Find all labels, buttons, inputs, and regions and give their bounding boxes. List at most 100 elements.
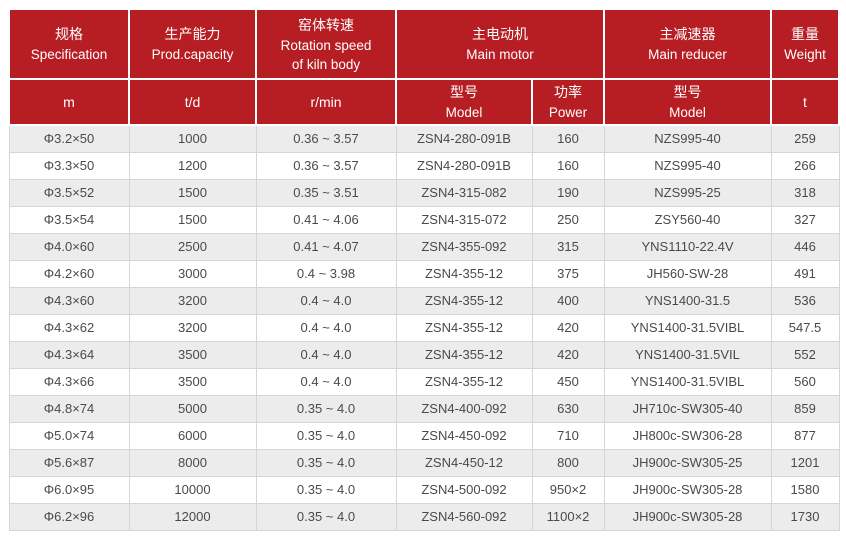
header-specification-zh: 规格 [55,26,83,42]
unit-rotation-speed-label: r/min [310,93,342,110]
cell-rotation-speed: 0.35 ~ 4.0 [255,502,397,531]
cell-weight: 1580 [770,475,840,504]
cell-capacity: 8000 [128,448,257,477]
cell-capacity: 12000 [128,502,257,531]
header-main-motor: 主电动机 Main motor [395,8,605,80]
cell-weight: 877 [770,421,840,450]
cell-motor-power: 630 [531,394,605,423]
header-motor-model-zh: 型号 [450,84,478,100]
cell-motor-power: 450 [531,367,605,396]
table-row: Φ6.0×95 10000 0.35 ~ 4.0 ZSN4-500-092 950×2 J… [8,475,840,504]
cell-capacity: 3000 [128,259,257,288]
cell-motor-model: ZSN4-315-082 [395,178,533,207]
header-weight-zh: 重量 [791,26,819,42]
cell-capacity: 3200 [128,286,257,315]
header-reducer-model: 型号 Model [603,78,772,126]
cell-rotation-speed: 0.35 ~ 4.0 [255,475,397,504]
cell-specification: Φ4.8×74 [8,394,130,423]
cell-reducer-model: NZS995-40 [603,151,772,180]
cell-motor-power: 710 [531,421,605,450]
header-reducer-model-en: Model [669,105,706,120]
cell-motor-model: ZSN4-355-092 [395,232,533,261]
header-main-motor-en: Main motor [466,47,534,62]
cell-motor-power: 1100×2 [531,502,605,531]
cell-rotation-speed: 0.36 ~ 3.57 [255,124,397,153]
cell-reducer-model: NZS995-40 [603,124,772,153]
cell-motor-power: 800 [531,448,605,477]
unit-capacity-label: t/d [184,93,201,110]
cell-motor-power: 375 [531,259,605,288]
cell-motor-power: 315 [531,232,605,261]
table-row: Φ4.0×60 2500 0.41 ~ 4.07 ZSN4-355-092 315 YNS… [8,232,840,261]
cell-motor-model: ZSN4-355-12 [395,340,533,369]
cell-specification: Φ6.2×96 [8,502,130,531]
unit-weight-label: t [803,93,807,110]
cell-motor-model: ZSN4-355-12 [395,313,533,342]
cell-motor-model: ZSN4-500-092 [395,475,533,504]
unit-specification-label: m [63,93,75,110]
header-capacity: 生产能力 Prod.capacity [128,8,257,80]
cell-capacity: 6000 [128,421,257,450]
cell-weight: 859 [770,394,840,423]
cell-motor-model: ZSN4-400-092 [395,394,533,423]
cell-rotation-speed: 0.4 ~ 3.98 [255,259,397,288]
header-motor-power: 功率 Power [531,78,605,126]
header-rotation-speed: 窑体转速 Rotation speed of kiln body [255,8,397,80]
cell-weight: 1201 [770,448,840,477]
cell-rotation-speed: 0.41 ~ 4.06 [255,205,397,234]
header-motor-power-en: Power [548,105,588,120]
cell-motor-model: ZSN4-315-072 [395,205,533,234]
header-motor-power-zh: 功率 [554,84,582,100]
page: 规格 Specification 生产能力 Prod.capacity 窑体转速… [8,8,840,531]
cell-capacity: 10000 [128,475,257,504]
cell-weight: 552 [770,340,840,369]
cell-rotation-speed: 0.35 ~ 4.0 [255,448,397,477]
table-row: Φ4.3×64 3500 0.4 ~ 4.0 ZSN4-355-12 420 YNS140… [8,340,840,369]
cell-reducer-model: YNS1400-31.5 [603,286,772,315]
cell-motor-model: ZSN4-355-12 [395,367,533,396]
header-main-reducer: 主减速器 Main reducer [603,8,772,80]
cell-motor-model: ZSN4-355-12 [395,286,533,315]
cell-capacity: 3500 [128,367,257,396]
cell-weight: 491 [770,259,840,288]
cell-weight: 536 [770,286,840,315]
cell-specification: Φ3.2×50 [8,124,130,153]
cell-specification: Φ3.5×52 [8,178,130,207]
cell-specification: Φ3.5×54 [8,205,130,234]
unit-weight: t [770,78,840,126]
cell-motor-model: ZSN4-560-092 [395,502,533,531]
cell-weight: 318 [770,178,840,207]
cell-specification: Φ5.0×74 [8,421,130,450]
spec-table-body: Φ3.2×50 1000 0.36 ~ 3.57 ZSN4-280-091B 160 NZ… [8,124,840,531]
cell-capacity: 2500 [128,232,257,261]
cell-motor-model: ZSN4-280-091B [395,151,533,180]
cell-reducer-model: JH560-SW-28 [603,259,772,288]
cell-motor-power: 420 [531,313,605,342]
cell-motor-model: ZSN4-450-12 [395,448,533,477]
table-row: Φ3.5×52 1500 0.35 ~ 3.51 ZSN4-315-082 190 NZS… [8,178,840,207]
cell-motor-power: 950×2 [531,475,605,504]
cell-capacity: 5000 [128,394,257,423]
header-main-reducer-en: Main reducer [648,47,727,62]
cell-rotation-speed: 0.4 ~ 4.0 [255,286,397,315]
cell-weight: 560 [770,367,840,396]
cell-specification: Φ4.3×62 [8,313,130,342]
table-row: Φ6.2×96 12000 0.35 ~ 4.0 ZSN4-560-092 1100×2… [8,502,840,531]
cell-rotation-speed: 0.4 ~ 4.0 [255,367,397,396]
unit-rotation-speed: r/min [255,78,397,126]
cell-weight: 446 [770,232,840,261]
cell-reducer-model: YNS1400-31.5VIBL [603,313,772,342]
table-header: 规格 Specification 生产能力 Prod.capacity 窑体转速… [8,8,840,126]
cell-specification: Φ4.3×60 [8,286,130,315]
header-main-reducer-zh: 主减速器 [659,26,716,42]
cell-capacity: 1500 [128,178,257,207]
cell-reducer-model: YNS1400-31.5VIBL [603,367,772,396]
cell-weight: 1730 [770,502,840,531]
header-row-units: m t/d r/min 型号 Model 功率 Power 型号 [8,78,840,126]
header-reducer-model-zh: 型号 [673,84,702,100]
cell-motor-power: 250 [531,205,605,234]
cell-capacity: 1500 [128,205,257,234]
cell-specification: Φ4.3×64 [8,340,130,369]
cell-motor-model: ZSN4-280-091B [395,124,533,153]
cell-capacity: 1200 [128,151,257,180]
